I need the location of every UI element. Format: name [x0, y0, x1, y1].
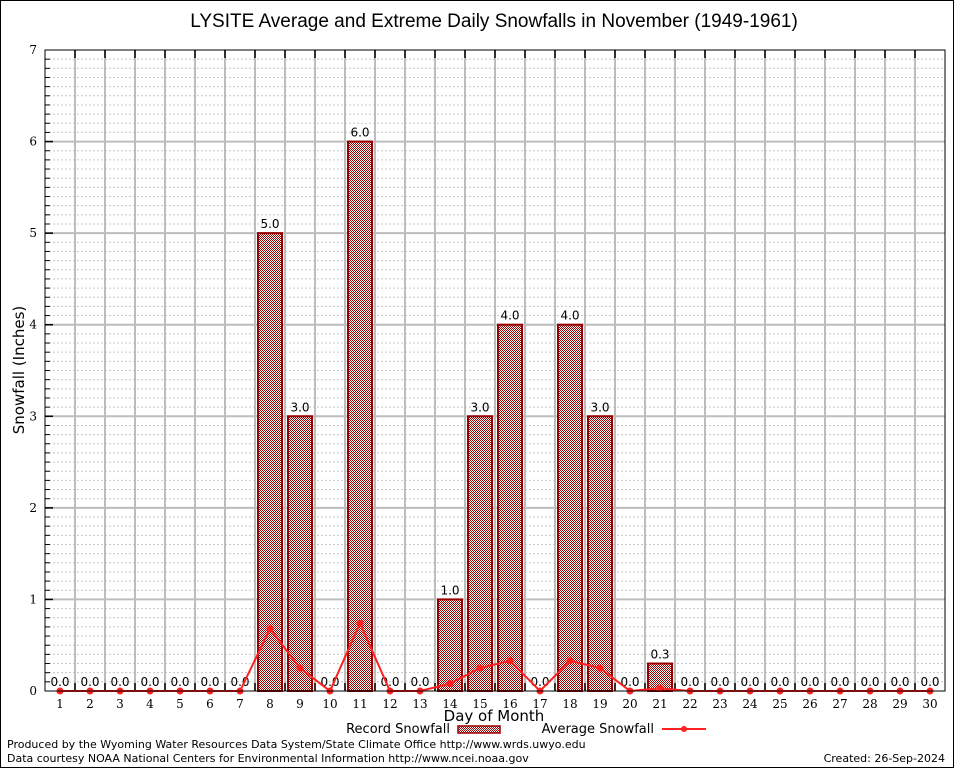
bar-value-label: 0.0	[680, 675, 699, 689]
bar-value-label: 0.0	[80, 675, 99, 689]
bar-value-label: 0.3	[650, 648, 669, 662]
bar	[467, 415, 493, 692]
bar-value-label: 0.0	[50, 675, 69, 689]
bar	[347, 140, 373, 693]
bar-value-label: 0.0	[830, 675, 849, 689]
average-point	[296, 664, 304, 672]
bar-value-label: 1.0	[440, 583, 459, 597]
y-tick-label: 0	[29, 684, 37, 698]
x-tick-label: 21	[652, 697, 667, 711]
bar-value-label: 0.0	[230, 675, 249, 689]
grid	[45, 50, 945, 691]
x-tick-label: 22	[682, 697, 697, 711]
x-tick-label: 6	[206, 697, 214, 711]
y-tick-label: 3	[29, 409, 37, 423]
x-tick-label: 16	[502, 697, 517, 711]
chart-title: LYSITE Average and Extreme Daily Snowfal…	[190, 11, 798, 32]
bar-value-label: 0.0	[800, 675, 819, 689]
average-point	[566, 657, 574, 665]
bar-value-label: 0.0	[920, 675, 939, 689]
y-tick-label: 2	[29, 501, 37, 515]
x-axis-label: Day of Month	[444, 707, 545, 725]
average-point	[596, 664, 604, 672]
y-tick-label: 6	[29, 135, 37, 149]
bar-value-label: 0.0	[890, 675, 909, 689]
bar-value-label: 6.0	[350, 126, 369, 140]
x-tick-label: 9	[296, 697, 304, 711]
bar-value-label: 0.0	[110, 675, 129, 689]
footer-created-date: Created: 26-Sep-2024	[824, 752, 945, 765]
legend-label-average: Average Snowfall	[542, 722, 654, 737]
y-axis-label: Snowfall (Inches)	[10, 306, 28, 434]
bar-value-label: 5.0	[260, 217, 279, 231]
x-tick-label: 8	[266, 697, 274, 711]
x-tick-label: 10	[322, 697, 337, 711]
bar-value-label: 0.0	[530, 675, 549, 689]
bar	[497, 323, 523, 692]
x-tick-label: 29	[892, 697, 907, 711]
bar-value-label: 0.0	[860, 675, 879, 689]
x-tick-label: 20	[622, 697, 637, 711]
legend: Record Snowfall Average Snowfall	[346, 722, 706, 737]
bar-value-label: 0.0	[710, 675, 729, 689]
x-axis-ticks: 1 2 3 4 5 6 7 8 9 10 11 12 13 14 15 16 17 18 19 20 21 22 23 24 2…	[56, 697, 937, 711]
x-tick-label: 24	[742, 697, 758, 711]
bar-value-label: 3.0	[470, 400, 489, 414]
bar-value-label: 0.0	[200, 675, 219, 689]
x-tick-label: 7	[236, 697, 244, 711]
legend-label-record: Record Snowfall	[346, 722, 450, 737]
footer-data-courtesy: Data courtesy NOAA National Centers for …	[7, 752, 529, 765]
bar-value-label: 3.0	[590, 400, 609, 414]
legend-swatch-record	[457, 725, 501, 734]
x-tick-label: 19	[592, 697, 607, 711]
legend-marker-average	[681, 726, 687, 732]
x-tick-label: 4	[146, 697, 154, 711]
x-tick-label: 17	[532, 697, 547, 711]
bar-value-label: 0.0	[140, 675, 159, 689]
bar	[437, 598, 463, 693]
x-tick-label: 12	[382, 697, 397, 711]
plot-border	[44, 49, 946, 692]
average-point	[476, 664, 484, 672]
bar	[287, 415, 313, 692]
x-tick-label: 11	[352, 697, 367, 711]
bar	[587, 415, 613, 692]
x-tick-label: 1	[56, 697, 64, 711]
x-tick-label: 13	[412, 697, 427, 711]
footer-produced-by: Produced by the Wyoming Water Resources …	[7, 738, 586, 751]
x-tick-label: 3	[116, 697, 124, 711]
bar-value-label: 0.0	[620, 675, 639, 689]
bar-value-label: 0.0	[170, 675, 189, 689]
x-tick-label: 18	[562, 697, 577, 711]
y-tick-label: 7	[29, 43, 37, 57]
bar-value-label: 4.0	[500, 309, 519, 323]
x-tick-label: 5	[176, 697, 184, 711]
average-point	[656, 684, 664, 692]
average-point	[356, 619, 364, 627]
bar-value-label: 3.0	[290, 400, 309, 414]
y-tick-label: 5	[29, 226, 37, 240]
x-tick-label: 2	[86, 697, 94, 711]
y-axis-ticks: 0 1 2 3 4 5 6 7	[29, 43, 37, 698]
average-point	[266, 625, 274, 633]
x-tick-label: 28	[862, 697, 877, 711]
bar	[257, 232, 283, 692]
bar-value-label: 0.0	[740, 675, 759, 689]
average-point	[506, 657, 514, 665]
bar-value-label: 0.0	[770, 675, 789, 689]
x-tick-label: 23	[712, 697, 727, 711]
bar-value-label: 0.0	[410, 675, 429, 689]
x-tick-label: 26	[802, 697, 817, 711]
x-tick-label: 14	[442, 697, 458, 711]
x-tick-label: 30	[922, 697, 937, 711]
bar-value-label: 4.0	[560, 309, 579, 323]
x-tick-label: 15	[472, 697, 487, 711]
average-point	[446, 680, 454, 688]
bar	[557, 323, 583, 692]
x-tick-label: 27	[832, 697, 847, 711]
y-tick-label: 1	[29, 592, 37, 606]
y-tick-label: 4	[29, 318, 37, 332]
x-tick-label: 25	[772, 697, 787, 711]
